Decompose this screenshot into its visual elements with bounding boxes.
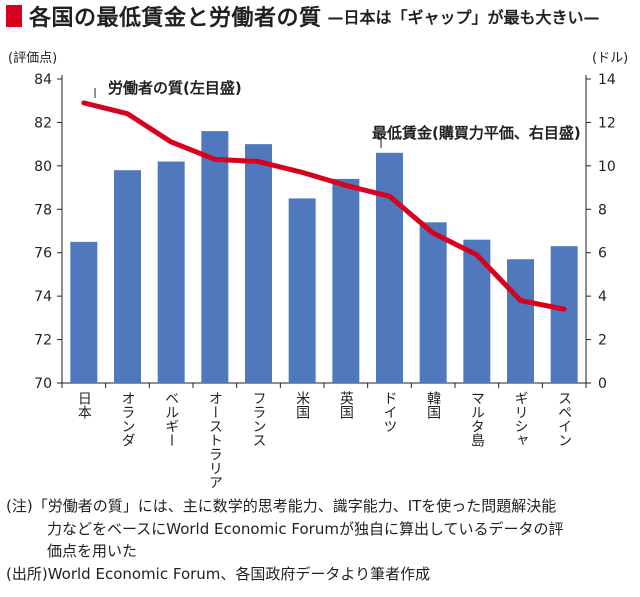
wage-series-label: 最低賃金(購買力平価、右目盛) — [372, 124, 581, 142]
note-text-1: 「労働者の質」には、主に数学的思考能力、識字能力、ITを使った問題解決能 — [32, 497, 557, 515]
right-tick-label: 4 — [598, 289, 607, 305]
x-tick-label: スペイン — [556, 391, 572, 447]
x-tick-label: フランス — [251, 391, 267, 447]
bar-2 — [114, 170, 141, 383]
right-tick-label: 12 — [598, 115, 616, 131]
source-text: World Economic Forum、各国政府データより筆者作成 — [47, 564, 431, 583]
note-line-1: (注)「労働者の質」には、主に数学的思考能力、識字能力、ITを使った問題解決能 — [6, 495, 634, 518]
note-label: (注) — [6, 497, 33, 515]
bar-4 — [201, 131, 229, 383]
x-tick-label: 米国 — [294, 391, 310, 419]
note-block: (注)「労働者の質」には、主に数学的思考能力、識字能力、ITを使った問題解決能 … — [6, 495, 634, 585]
bar-7 — [332, 178, 360, 383]
left-axis-unit: (評価点) — [8, 51, 57, 66]
x-tick-label: 英国 — [338, 390, 354, 419]
right-tick-label: 14 — [598, 72, 616, 88]
bar-1 — [70, 241, 98, 383]
bar-5 — [245, 144, 272, 383]
title-bar: 各国の最低賃金と労働者の質 —日本は「ギャップ」が最も大きい— — [6, 4, 600, 31]
source-line: (出所)World Economic Forum、各国政府データより筆者作成 — [6, 563, 634, 586]
quality-series-label: 労働者の質(左目盛) — [108, 79, 242, 97]
x-tick-label: オーストラリア — [207, 391, 223, 489]
bar-8 — [376, 152, 403, 383]
bar-9 — [419, 222, 447, 383]
left-tick-label: 74 — [34, 289, 52, 305]
left-tick-label: 78 — [34, 202, 52, 218]
bar-12 — [550, 246, 578, 383]
right-tick-label: 8 — [598, 202, 607, 218]
chart-area: (評価点) (ドル) 70 72 74 76 78 80 82 84 0 2 4 6 8 10 12 14 日本 オラ… — [8, 51, 628, 489]
x-tick-label: 日本 — [76, 391, 92, 419]
left-tick-label: 80 — [34, 159, 52, 175]
title-accent-mark — [6, 5, 22, 27]
quality-line — [81, 100, 567, 312]
x-tick-label: ドイツ — [382, 391, 398, 433]
x-tick-label: 韓国 — [425, 391, 441, 419]
right-tick-label: 0 — [598, 376, 607, 392]
right-tick-label: 6 — [598, 246, 607, 262]
chart-subtitle: —日本は「ギャップ」が最も大きい— — [327, 8, 600, 27]
bar-11 — [507, 259, 534, 383]
left-tick-label: 82 — [34, 115, 52, 131]
note-text-2: 力などをベースにWorld Economic Forumが独自に算出しているデー… — [47, 519, 564, 538]
x-tick-label: オランダ — [120, 391, 136, 447]
chart-title: 各国の最低賃金と労働者の質 — [29, 6, 322, 31]
right-tick-label: 10 — [598, 159, 616, 175]
bar-6 — [288, 198, 316, 383]
left-tick-label: 70 — [34, 376, 52, 392]
right-tick-label: 2 — [598, 333, 607, 349]
bar-3 — [157, 161, 185, 383]
right-axis-unit: (ドル) — [592, 51, 628, 66]
x-tick-label: ギリシャ — [513, 391, 529, 447]
x-tick-label: マルタ島 — [469, 391, 485, 447]
x-tick-label: ベルギー — [163, 391, 179, 447]
note-text-3: 価点を用いた — [47, 542, 138, 560]
source-label: (出所) — [6, 564, 48, 583]
left-tick-label: 76 — [34, 246, 52, 262]
left-tick-label: 84 — [34, 72, 52, 88]
left-tick-label: 72 — [34, 333, 52, 349]
